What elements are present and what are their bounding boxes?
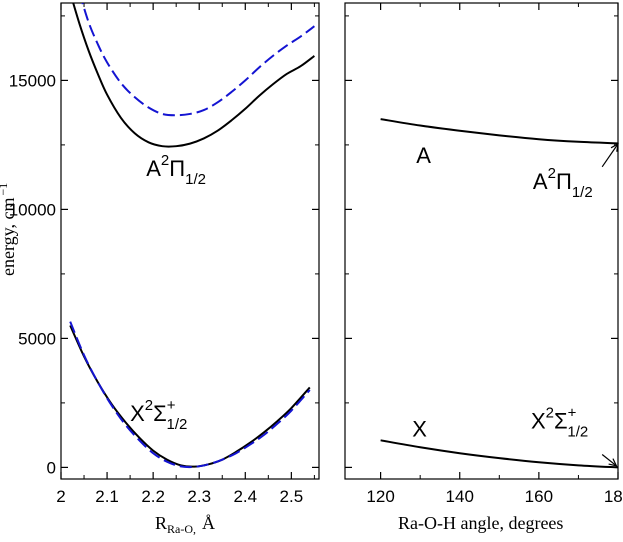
left-panel: 2 2.1 2.2 2.3 2.4 2.5 0 5000 10000 15000 A2Π1/2 X… (0, 2, 320, 536)
left-x-axis-title: RRa-O, Å (155, 513, 215, 536)
A-state-label: A2Π1/2 (146, 152, 206, 188)
left-x-tick-label: 2.1 (95, 487, 119, 506)
left-plot-frame (60, 2, 320, 480)
left-x-tick-label: 2.5 (280, 487, 304, 506)
right-x-tick-label: 160 (525, 487, 553, 506)
left-y-tick-label: 10000 (9, 200, 56, 219)
left-series-a2pi1-2-solid (72, 3, 315, 148)
A-arrow (601, 142, 619, 168)
X-arrow (601, 454, 618, 467)
X-state-label-right: X2Σ+ 1/2 (531, 405, 588, 441)
left-y-tick-label: 0 (47, 458, 56, 477)
A-simple-label: A (416, 143, 431, 168)
right-x-tick-label: 120 (366, 487, 394, 506)
right-x-axis-title: Ra-O-H angle, degrees (398, 513, 563, 533)
right-series-a-upper (380, 118, 618, 145)
left-y-axis-title: energy, cm−1 (0, 183, 18, 276)
left-x-tick-label: 2.4 (233, 487, 257, 506)
left-y-tick-label: 15000 (9, 71, 56, 90)
A-state-label-right: A2Π1/2 (533, 165, 593, 201)
X-state-label: X2Σ+ 1/2 (130, 397, 187, 433)
left-series-a2pi1-2-dashed (81, 3, 315, 117)
left-series-x2sigma-1-2-dashed (69, 321, 311, 469)
right-series-x-lower (380, 439, 618, 469)
left-x-tick-label: 2.2 (141, 487, 165, 506)
left-y-tick-label: 5000 (18, 329, 56, 348)
right-x-tick-label: 180 (604, 487, 623, 506)
right-panel: 120 140 160 180 A X A2Π1/2 X2Σ+1/2 Ra-O-H angl… (344, 2, 623, 533)
left-series-x2sigma-1-2-solid (69, 325, 311, 468)
left-x-tick-label: 2.3 (187, 487, 211, 506)
X-simple-label: X (412, 416, 427, 441)
left-x-tick-label: 2 (56, 487, 65, 506)
right-x-tick-label: 140 (446, 487, 474, 506)
right-plot-frame (344, 2, 619, 480)
